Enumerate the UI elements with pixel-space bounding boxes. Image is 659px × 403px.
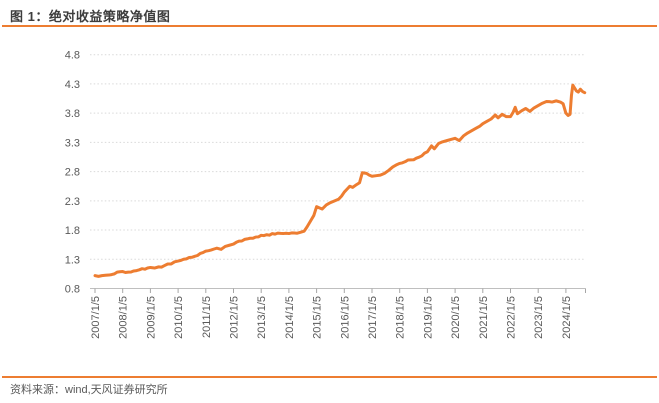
x-axis-label: 2008/1/5 xyxy=(118,296,130,339)
y-axis-label: 3.8 xyxy=(65,108,80,120)
y-axis-label: 4.3 xyxy=(65,79,80,91)
y-axis-label: 1.8 xyxy=(65,225,80,237)
source-note: 资料来源：wind,天风证券研究所 xyxy=(10,384,168,396)
x-axis-label: 2024/1/5 xyxy=(561,296,573,339)
x-axis-label: 2007/1/5 xyxy=(90,296,102,339)
x-axis-label: 2014/1/5 xyxy=(284,296,296,339)
y-axis-label: 1.3 xyxy=(65,254,80,266)
x-axis-label: 2018/1/5 xyxy=(395,296,407,339)
y-axis-label: 4.8 xyxy=(65,50,80,62)
title-divider xyxy=(2,25,657,27)
x-axis-label: 2020/1/5 xyxy=(450,296,462,339)
y-axis-label: 3.3 xyxy=(65,137,80,149)
x-axis-label: 2009/1/5 xyxy=(145,296,157,339)
x-axis-label: 2016/1/5 xyxy=(339,296,351,339)
x-axis-label: 2021/1/5 xyxy=(478,296,490,339)
nav-line-series xyxy=(93,83,587,278)
x-axis-label: 2019/1/5 xyxy=(422,296,434,339)
source-divider xyxy=(2,376,657,378)
x-axis-label: 2017/1/5 xyxy=(367,296,379,339)
y-axis-label: 2.8 xyxy=(65,167,80,179)
x-axis-label: 2023/1/5 xyxy=(533,296,545,339)
x-axis-label: 2010/1/5 xyxy=(173,296,185,339)
x-axis-label: 2022/1/5 xyxy=(506,296,518,339)
x-axis-label: 2013/1/5 xyxy=(256,296,268,339)
figure-title: 图 1：绝对收益策略净值图 xyxy=(10,9,171,24)
x-axis-label: 2015/1/5 xyxy=(312,296,324,339)
y-axis-label: 0.8 xyxy=(65,284,80,296)
x-axis-label: 2011/1/5 xyxy=(201,296,213,338)
x-axis-label: 2012/1/5 xyxy=(229,296,241,339)
y-axis-label: 2.3 xyxy=(65,196,80,208)
